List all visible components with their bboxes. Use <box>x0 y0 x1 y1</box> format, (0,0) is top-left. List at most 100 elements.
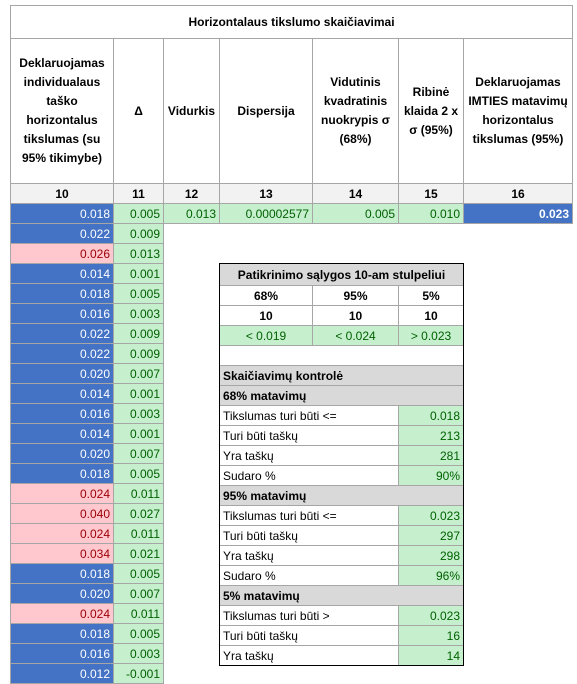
delta-cell: 0.001 <box>113 383 164 404</box>
summary-cell: 0.010 <box>398 203 464 224</box>
delta-cell: 0.011 <box>113 603 164 624</box>
accuracy-cell: 0.016 <box>10 643 114 664</box>
column-number: 16 <box>463 183 573 204</box>
delta-cell: 0.009 <box>113 223 164 244</box>
accuracy-cell: 0.016 <box>10 403 114 424</box>
check-header: 5% <box>398 285 464 306</box>
delta-cell: 0.005 <box>113 203 164 224</box>
check-header: 95% <box>312 285 399 306</box>
control-title: Skaičiavimų kontrolė <box>219 365 464 386</box>
delta-cell: 0.007 <box>113 443 164 464</box>
check-count: 10 <box>398 305 464 326</box>
delta-cell: 0.009 <box>113 343 164 364</box>
accuracy-cell: 0.014 <box>10 263 114 284</box>
column-header: Ribinė klaida 2 x σ (95%) <box>398 38 464 184</box>
control-value: 96% <box>398 565 464 586</box>
delta-cell: 0.005 <box>113 623 164 644</box>
delta-cell: 0.005 <box>113 463 164 484</box>
delta-cell: 0.005 <box>113 283 164 304</box>
control-value: 90% <box>398 465 464 486</box>
control-label: Tikslumas turi būti <= <box>219 405 399 426</box>
column-header: Δ <box>113 38 164 184</box>
delta-cell: 0.003 <box>113 303 164 324</box>
delta-cell: 0.013 <box>113 243 164 264</box>
accuracy-cell: 0.034 <box>10 543 114 564</box>
check-condition: > 0.023 <box>398 325 464 346</box>
column-number: 14 <box>312 183 399 204</box>
section-title: 68% matavimų <box>219 385 464 406</box>
accuracy-cell: 0.020 <box>10 443 114 464</box>
column-header: Dispersija <box>219 38 313 184</box>
accuracy-cell: 0.018 <box>10 203 114 224</box>
accuracy-cell: 0.024 <box>10 483 114 504</box>
column-header: Deklaruojamas individualaus taško horizo… <box>10 38 114 184</box>
control-value: 0.018 <box>398 405 464 426</box>
control-value: 16 <box>398 625 464 646</box>
accuracy-cell: 0.024 <box>10 523 114 544</box>
accuracy-cell: 0.022 <box>10 223 114 244</box>
delta-cell: 0.011 <box>113 483 164 504</box>
column-number: 15 <box>398 183 464 204</box>
check-count: 10 <box>219 305 313 326</box>
accuracy-cell: 0.014 <box>10 383 114 404</box>
control-label: Sudaro % <box>219 465 399 486</box>
accuracy-cell: 0.018 <box>10 283 114 304</box>
column-number: 13 <box>219 183 313 204</box>
accuracy-cell: 0.016 <box>10 303 114 324</box>
sheet-title: Horizontalaus tikslumo skaičiavimai <box>10 5 573 39</box>
blank-row <box>219 345 464 366</box>
section-title: 95% matavimų <box>219 485 464 506</box>
check-title: Patikrinimo sąlygos 10-am stulpeliui <box>219 263 464 286</box>
control-value: 0.023 <box>398 605 464 626</box>
accuracy-cell: 0.018 <box>10 623 114 644</box>
control-value: 298 <box>398 545 464 566</box>
control-label: Yra taškų <box>219 545 399 566</box>
check-condition: < 0.024 <box>312 325 399 346</box>
delta-cell: 0.007 <box>113 583 164 604</box>
column-number: 10 <box>10 183 114 204</box>
accuracy-cell: 0.022 <box>10 343 114 364</box>
control-label: Yra taškų <box>219 645 399 666</box>
summary-cell: 0.023 <box>463 203 573 224</box>
delta-cell: 0.001 <box>113 423 164 444</box>
delta-cell: 0.011 <box>113 523 164 544</box>
delta-cell: 0.007 <box>113 363 164 384</box>
control-value: 297 <box>398 525 464 546</box>
accuracy-cell: 0.024 <box>10 603 114 624</box>
column-header: Vidurkis <box>163 38 220 184</box>
delta-cell: 0.005 <box>113 563 164 584</box>
control-label: Turi būti taškų <box>219 425 399 446</box>
delta-cell: 0.009 <box>113 323 164 344</box>
check-header: 68% <box>219 285 313 306</box>
control-value: 213 <box>398 425 464 446</box>
accuracy-cell: 0.012 <box>10 663 114 684</box>
delta-cell: -0.001 <box>113 663 164 684</box>
summary-cell: 0.00002577 <box>219 203 313 224</box>
column-header: Vidutinis kvadratinis nuokrypis σ (68%) <box>312 38 399 184</box>
delta-cell: 0.021 <box>113 543 164 564</box>
column-header: Deklaruojamas IMTIES matavimų horizontal… <box>463 38 573 184</box>
delta-cell: 0.003 <box>113 643 164 664</box>
delta-cell: 0.001 <box>113 263 164 284</box>
column-number: 12 <box>163 183 220 204</box>
check-count: 10 <box>312 305 399 326</box>
control-label: Tikslumas turi būti > <box>219 605 399 626</box>
summary-cell: 0.013 <box>163 203 220 224</box>
control-label: Turi būti taškų <box>219 625 399 646</box>
accuracy-cell: 0.014 <box>10 423 114 444</box>
control-label: Yra taškų <box>219 445 399 466</box>
accuracy-cell: 0.026 <box>10 243 114 264</box>
delta-cell: 0.027 <box>113 503 164 524</box>
control-label: Sudaro % <box>219 565 399 586</box>
accuracy-cell: 0.018 <box>10 463 114 484</box>
section-title: 5% matavimų <box>219 585 464 606</box>
check-condition: < 0.019 <box>219 325 313 346</box>
control-value: 281 <box>398 445 464 466</box>
delta-cell: 0.003 <box>113 403 164 424</box>
control-label: Turi būti taškų <box>219 525 399 546</box>
control-value: 14 <box>398 645 464 666</box>
summary-cell: 0.005 <box>312 203 399 224</box>
accuracy-cell: 0.018 <box>10 563 114 584</box>
column-number: 11 <box>113 183 164 204</box>
